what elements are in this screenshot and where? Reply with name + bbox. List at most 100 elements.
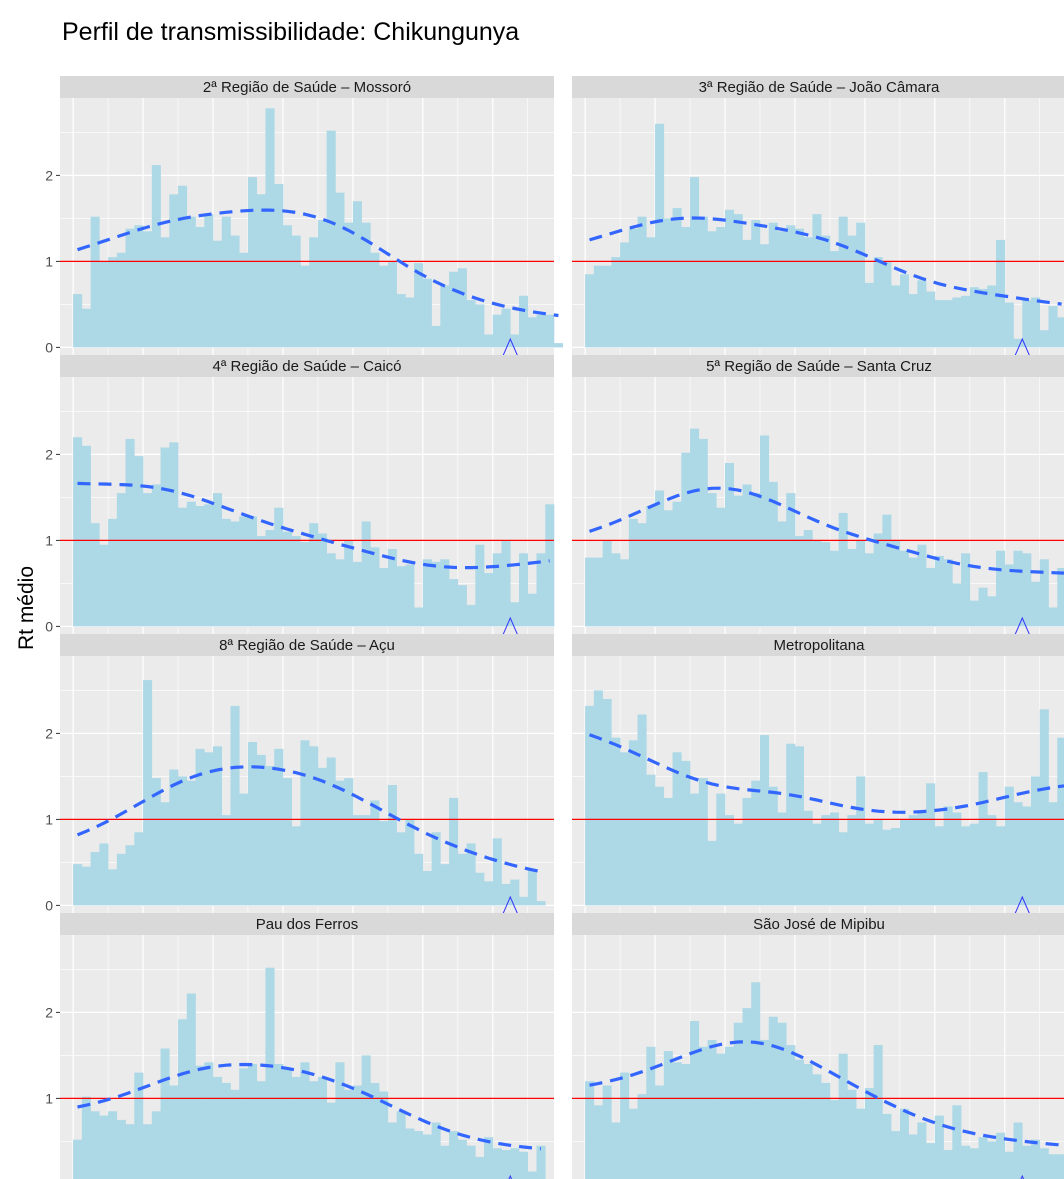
- bar: [221, 1082, 231, 1179]
- bar: [291, 826, 301, 906]
- bar: [230, 521, 240, 627]
- facet-strip-label: 4ª Região de Saúde – Caicó: [212, 358, 401, 375]
- bar: [777, 231, 787, 348]
- facet-panel: 8ª Região de Saúde – Açu 0 1 2: [45, 634, 554, 921]
- bar: [396, 294, 406, 348]
- bar: [655, 123, 665, 348]
- facet-strip-label: 3ª Região de Saúde – João Câmara: [699, 79, 940, 96]
- bar: [1031, 297, 1041, 348]
- bar: [221, 216, 231, 348]
- bar: [707, 231, 717, 348]
- bar: [952, 812, 962, 906]
- bar: [239, 1068, 249, 1179]
- bar: [501, 1150, 511, 1179]
- week-marker: [499, 616, 521, 642]
- bar: [611, 553, 621, 627]
- bar: [1031, 581, 1041, 627]
- bar: [151, 1111, 161, 1179]
- bar: [969, 600, 979, 627]
- bar: [1022, 553, 1032, 627]
- bar: [716, 1053, 726, 1179]
- trend-line: [589, 216, 1062, 306]
- bar: [536, 553, 546, 627]
- bar: [143, 1124, 153, 1179]
- bar: [90, 216, 100, 348]
- bar: [961, 553, 971, 627]
- bar: [510, 334, 520, 348]
- bar: [698, 1046, 708, 1179]
- trend-line: [76, 765, 542, 874]
- bar: [864, 823, 874, 906]
- bar: [759, 735, 770, 906]
- bar: [527, 1171, 537, 1179]
- bar: [672, 501, 682, 627]
- bar: [707, 493, 717, 627]
- bar: [527, 317, 537, 348]
- bar: [891, 285, 901, 348]
- bar: [370, 252, 380, 348]
- bar: [812, 823, 822, 906]
- bar: [440, 285, 450, 348]
- bar: [899, 1108, 909, 1179]
- bar: [501, 540, 511, 627]
- bar: [230, 235, 240, 348]
- bar: [178, 1019, 188, 1179]
- bar: [204, 1062, 214, 1179]
- bar: [777, 1022, 787, 1179]
- bar: [431, 1122, 441, 1179]
- facet-strip: [572, 355, 1064, 377]
- bar: [457, 268, 467, 348]
- bar: [628, 518, 638, 627]
- bar: [751, 220, 761, 348]
- bar: [405, 819, 415, 906]
- bar: [239, 252, 249, 348]
- bar: [116, 252, 126, 348]
- bar: [768, 481, 778, 627]
- bar: [317, 220, 327, 348]
- bar: [768, 786, 778, 906]
- bar: [449, 579, 459, 627]
- bar: [73, 437, 83, 627]
- bar: [952, 1105, 962, 1179]
- bar: [274, 1064, 284, 1179]
- bar: [856, 776, 866, 906]
- bar: [169, 1085, 179, 1179]
- bar: [247, 516, 258, 627]
- bar: [545, 314, 555, 348]
- bar: [81, 1096, 91, 1179]
- bar: [917, 280, 927, 348]
- bar: [961, 1145, 971, 1179]
- y-tick-label: 2: [45, 167, 53, 183]
- bar: [335, 1062, 345, 1179]
- bar: [847, 235, 857, 348]
- week-marker: [499, 895, 521, 921]
- bar: [221, 815, 231, 906]
- bar: [856, 222, 866, 348]
- bar: [134, 225, 144, 348]
- bar: [81, 866, 91, 906]
- bar: [847, 815, 857, 906]
- bar: [370, 800, 380, 906]
- bar: [256, 1081, 266, 1179]
- y-tick-label: 0: [45, 1176, 53, 1179]
- bar: [655, 490, 665, 627]
- bar: [501, 308, 511, 348]
- bar: [256, 194, 266, 348]
- bar: [646, 506, 656, 627]
- y-tick-label: 2: [45, 446, 53, 462]
- bar: [663, 510, 673, 627]
- bar: [1048, 802, 1058, 906]
- bar: [611, 737, 621, 906]
- bar: [186, 993, 196, 1179]
- bar: [637, 1094, 647, 1179]
- facet-strip: [60, 913, 554, 935]
- bar: [379, 821, 389, 906]
- facet-panel: 3ª Região de Saúde – João Câmara: [572, 76, 1064, 363]
- bar: [510, 879, 520, 906]
- bar: [536, 901, 546, 906]
- bar: [195, 227, 205, 348]
- bar: [379, 1091, 389, 1179]
- bar: [125, 438, 135, 627]
- bar: [440, 1145, 450, 1179]
- trend-line: [589, 1040, 1064, 1147]
